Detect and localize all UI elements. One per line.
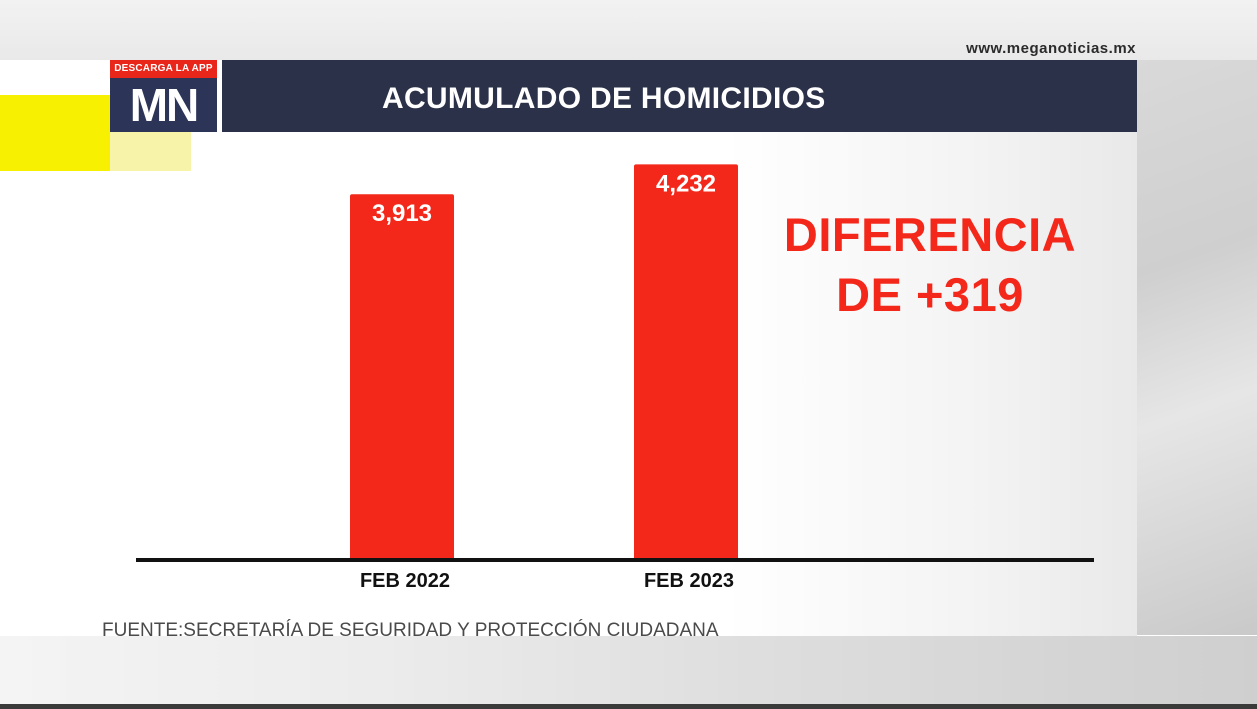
bar-1 [634,164,738,560]
difference-line-1: DIFERENCIA [783,208,1077,261]
top-band [0,0,1257,60]
background-photo-right [1137,60,1257,635]
source-note: FUENTE:SECRETARÍA DE SEGURIDAD Y PROTECC… [102,620,719,641]
bar-value-label-0: 3,913 [372,200,432,227]
website-url: www.meganoticias.mx [966,40,1136,57]
bar-value-label-1: 4,232 [656,170,716,197]
logo-text: MN [129,79,200,131]
title-bar: ACUMULADO DE HOMICIDIOS [222,60,1137,132]
bar-0 [350,194,454,561]
bottom-divider [0,704,1257,709]
background-photo-bottom [0,636,1257,704]
difference-line-2: DE +319 [836,268,1024,321]
category-label-0: FEB 2022 [360,570,450,592]
mn-logo: DESCARGA LA APP MN [110,60,217,132]
chart-panel [110,132,1137,636]
category-label-1: FEB 2023 [644,570,734,592]
yellow-accent-block [0,95,110,171]
difference-annotation: DIFERENCIA DE +319 [770,205,1090,325]
page-title: ACUMULADO DE HOMICIDIOS [382,82,826,115]
download-app-tag: DESCARGA LA APP [110,60,217,78]
yellow-accent-light [110,132,191,171]
